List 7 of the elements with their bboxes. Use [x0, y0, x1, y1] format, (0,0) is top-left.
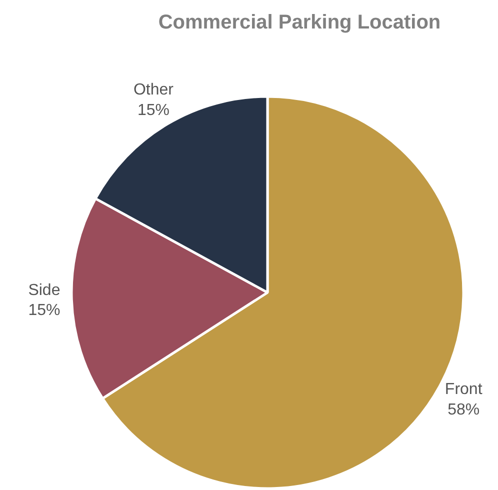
slice-label: Front: [444, 380, 483, 398]
data-label: 15%: [28, 302, 60, 320]
slice-label: Side: [28, 282, 60, 299]
data-label: 58%: [448, 401, 480, 418]
data-label: 15%: [137, 102, 170, 120]
slice-label: Other: [133, 82, 174, 99]
chart-title: Commercial Parking Location: [158, 12, 441, 34]
